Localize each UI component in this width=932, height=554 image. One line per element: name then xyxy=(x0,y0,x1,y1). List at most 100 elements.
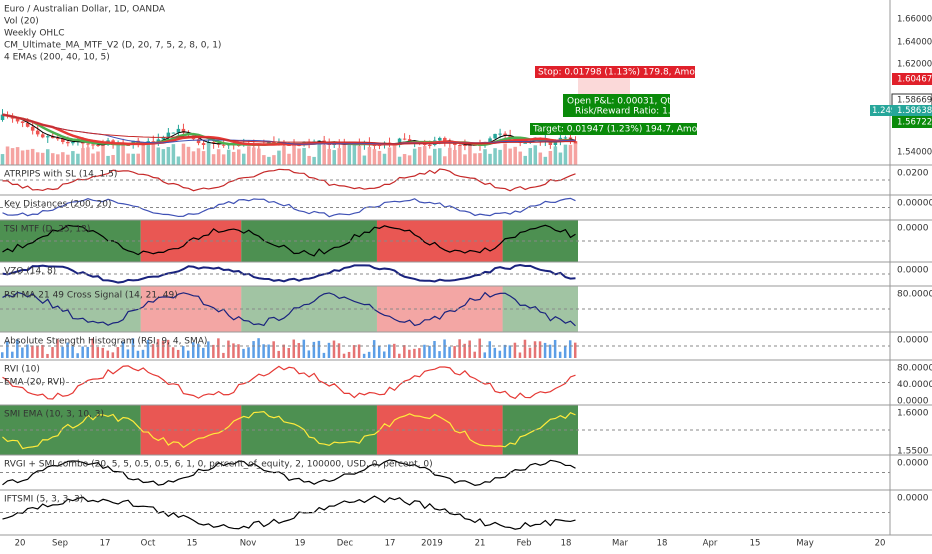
volume xyxy=(166,147,171,165)
candle xyxy=(56,138,60,140)
histogram-bar xyxy=(176,349,180,358)
target-label[interactable]: Target: 0.01947 (1.23%) 194.7, Amount: 7… xyxy=(532,125,750,135)
indicator-line xyxy=(2,224,576,257)
histogram-bar xyxy=(227,340,230,358)
volume xyxy=(543,156,548,165)
histogram-bar xyxy=(543,342,547,358)
candle xyxy=(443,137,447,142)
panel-label: IFTSMI (5, 3, 3, 3) xyxy=(4,495,83,505)
candle xyxy=(86,143,90,145)
volume xyxy=(382,153,387,165)
ratio-label[interactable]: Risk/Reward Ratio: 1.08 xyxy=(575,107,682,117)
volume xyxy=(71,151,75,165)
volume xyxy=(518,151,522,165)
histogram-bar xyxy=(212,344,215,358)
indicator: 4 EMAs (200, 40, 10, 5) xyxy=(4,53,110,63)
indicator-line xyxy=(2,410,576,450)
volume xyxy=(367,147,372,165)
candle xyxy=(161,137,166,140)
candle xyxy=(402,138,407,140)
histogram-bar xyxy=(413,348,416,358)
volume xyxy=(242,153,246,165)
histogram-bar xyxy=(573,342,577,358)
panel-label: TSI MTF (D, 25, 13) xyxy=(3,225,90,235)
histogram-bar xyxy=(267,344,270,358)
volume xyxy=(101,145,105,165)
histogram-bar xyxy=(96,347,100,358)
volume xyxy=(146,144,151,165)
volume xyxy=(458,145,462,165)
volume xyxy=(412,148,417,165)
histogram-bar xyxy=(357,344,361,358)
volume xyxy=(56,154,60,165)
histogram-bar xyxy=(232,343,235,358)
volume xyxy=(30,148,35,165)
candle xyxy=(498,133,502,135)
time-tick: 19 xyxy=(295,539,306,549)
histogram-bar xyxy=(498,350,502,358)
histogram-bar xyxy=(528,347,532,358)
histogram-bar xyxy=(252,341,255,358)
volume xyxy=(76,153,80,165)
time-tick: Apr xyxy=(703,539,718,549)
volume xyxy=(332,150,336,165)
spread: 1.249 xyxy=(872,106,896,116)
histogram-bar xyxy=(327,342,331,358)
panel-label: Absolute Strength Histogram (RSI, 9, 4, … xyxy=(4,337,207,347)
volume xyxy=(352,144,357,165)
panel-axis-label: 0.0000 xyxy=(897,397,929,407)
panel-axis-label: 0.0000 xyxy=(897,494,929,504)
time-tick: 18 xyxy=(657,539,668,549)
histogram-bar xyxy=(443,339,446,358)
histogram-bar xyxy=(478,338,481,358)
histogram-bar xyxy=(151,344,155,358)
signal-zone xyxy=(140,405,242,455)
candle xyxy=(488,138,492,142)
time-tick: Sep xyxy=(52,539,68,549)
volume xyxy=(392,144,397,165)
histogram-bar xyxy=(342,353,346,358)
histogram-bar xyxy=(473,351,476,358)
stop-label[interactable]: Stop: 0.01798 (1.13%) 179.8, Amount: 686… xyxy=(538,68,747,78)
volume xyxy=(443,156,447,165)
candle xyxy=(397,138,402,145)
volume xyxy=(186,146,191,165)
volume xyxy=(387,147,392,165)
volume xyxy=(548,151,553,165)
histogram-bar xyxy=(518,352,522,358)
volume xyxy=(136,153,140,165)
histogram-bar xyxy=(503,344,507,358)
panel-axis-label: 0.0200 xyxy=(897,169,929,179)
volume xyxy=(45,149,50,165)
candle xyxy=(407,139,412,143)
volume xyxy=(377,150,382,165)
volume xyxy=(448,147,452,165)
volume xyxy=(0,154,5,165)
header: Euro / Australian Dollar, 1D, OANDA Vol … xyxy=(4,5,221,63)
volume xyxy=(131,153,135,165)
indicator-line xyxy=(2,459,576,487)
time-tick: May xyxy=(796,539,814,549)
histogram-bar xyxy=(297,343,301,358)
volume xyxy=(397,156,402,165)
volume xyxy=(407,155,412,165)
candle xyxy=(503,133,507,136)
histogram-bar xyxy=(493,347,497,358)
candle xyxy=(30,126,35,131)
volume xyxy=(513,146,517,165)
histogram-bar xyxy=(66,342,69,358)
volume xyxy=(498,149,502,165)
volume xyxy=(488,153,492,165)
volume xyxy=(196,148,201,165)
volume xyxy=(5,146,10,165)
time-tick: 18 xyxy=(561,539,572,549)
volume xyxy=(573,143,578,165)
pnl-label[interactable]: Open P&L: 0.00031, Qty: 778 xyxy=(567,97,699,107)
histogram-bar xyxy=(388,344,391,358)
histogram-bar xyxy=(26,344,29,358)
candle xyxy=(553,140,558,145)
signal-zone xyxy=(0,405,141,455)
price-tick: 1.66000 xyxy=(897,15,932,25)
histogram-bar xyxy=(197,343,200,358)
histogram-bar xyxy=(257,338,260,358)
